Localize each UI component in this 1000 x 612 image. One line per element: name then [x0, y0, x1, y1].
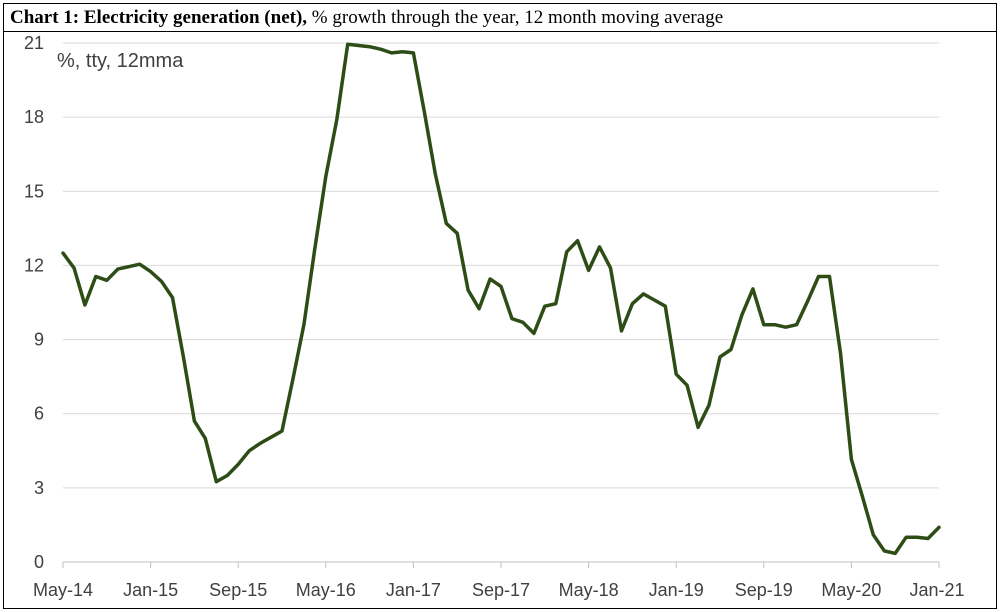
x-tick-label: May-18	[559, 580, 619, 600]
y-tick-label: 15	[24, 181, 44, 201]
x-tick-label: May-16	[296, 580, 356, 600]
y-tick-label: 6	[34, 404, 44, 424]
x-tick-label: Jan-19	[649, 580, 704, 600]
x-tick-label: Jan-15	[123, 580, 178, 600]
chart-title: Chart 1: Electricity generation (net), %…	[4, 4, 996, 32]
unit-label: %, tty, 12mma	[57, 50, 184, 72]
x-tick-label: Jan-17	[386, 580, 441, 600]
y-tick-label: 12	[24, 255, 44, 275]
y-tick-label: 18	[24, 107, 44, 127]
x-tick-label: Sep-19	[735, 580, 793, 600]
x-tick-label: Sep-17	[472, 580, 530, 600]
series-line	[61, 42, 941, 556]
x-tick-label: Jan-21	[909, 580, 964, 600]
y-tick-label: 21	[24, 33, 44, 53]
y-tick-label: 9	[34, 330, 44, 350]
chart-frame: Chart 1: Electricity generation (net), %…	[3, 3, 997, 609]
x-tick-label: Sep-15	[209, 580, 267, 600]
y-tick-label: 3	[34, 478, 44, 498]
y-axis-ticks: 0 3 6 9 12 15 18 21	[24, 33, 44, 572]
x-tick-label: May-20	[821, 580, 881, 600]
x-axis-ticks: May-14 Jan-15 Sep-15 May-16 Jan-17 Sep-17 May-…	[33, 562, 965, 600]
chart-title-bold: Chart 1: Electricity generation (net),	[10, 7, 308, 28]
chart-title-rest: % growth through the year, 12 month movi…	[307, 7, 724, 28]
x-tick-label: May-14	[33, 580, 93, 600]
y-tick-label: 0	[34, 552, 44, 572]
